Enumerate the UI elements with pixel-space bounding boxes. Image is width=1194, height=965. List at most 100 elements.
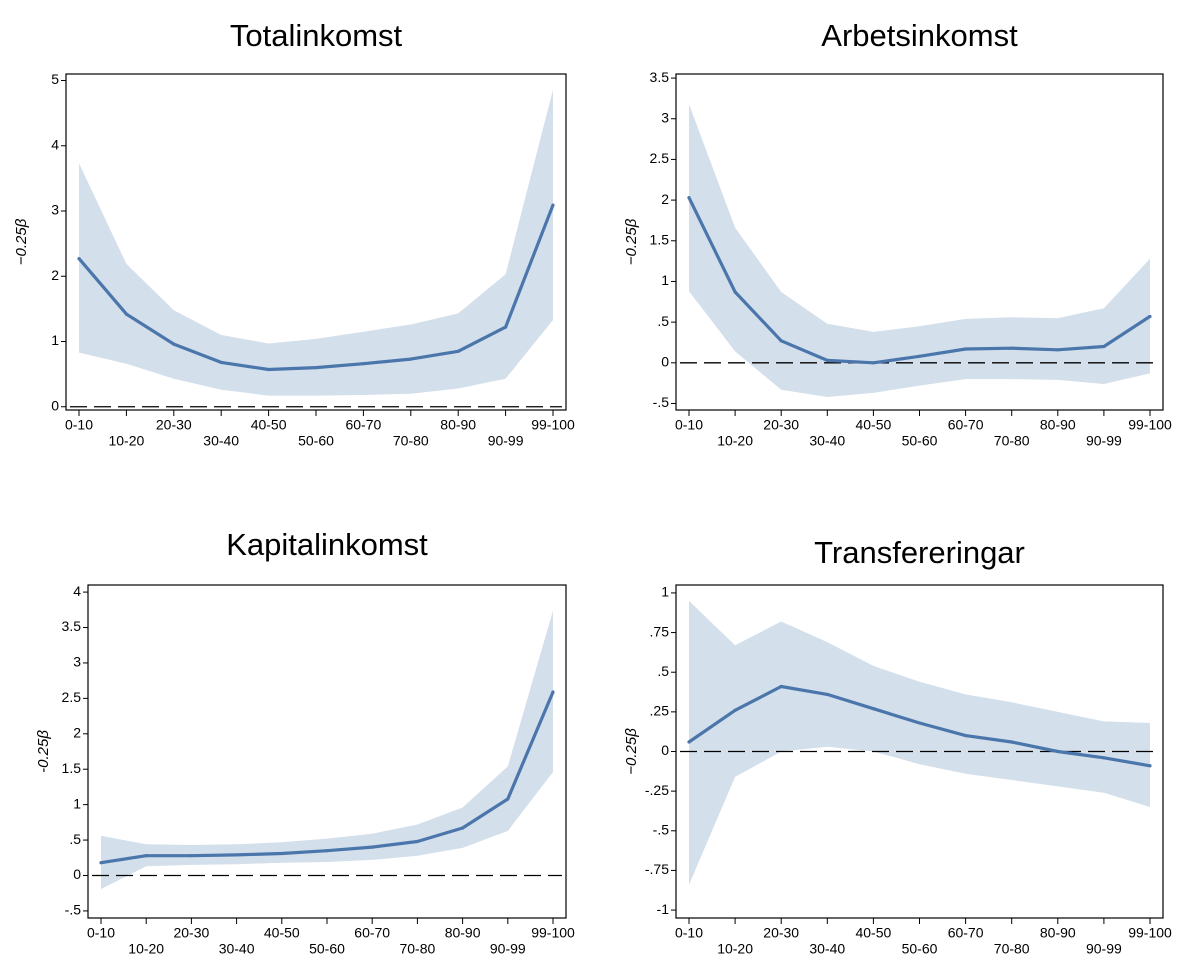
chart-2-confidence-band [689,104,1150,397]
chart-4-ytick-label: -.75 [645,861,669,877]
chart-2-title: Arbetsinkomst [821,18,1018,53]
chart-4-ytick-label: .25 [650,703,670,719]
chart-1-xtick-label: 60-70 [345,417,381,433]
chart-1-ytick-label: 1 [51,332,59,348]
chart-4-xtick-label: 40-50 [855,925,891,941]
chart-3-point-0-10 [99,861,103,865]
chart-3-point-50-60 [325,849,329,853]
chart-3-xtick-label: 70-80 [399,941,435,957]
chart-1-point-40-50 [267,367,271,372]
chart-4-point-99-100 [1148,764,1152,768]
chart-1-point-30-40 [219,360,223,364]
chart-3-confidence-band [101,610,553,889]
chart-3-xtick-label: 50-60 [309,941,345,957]
chart-4-ylabel: −0.25β [623,728,640,775]
chart-3-xtick-label: 80-90 [445,925,481,941]
chart-3-ytick-label: .5 [69,831,81,847]
chart-2-xtick-label: 70-80 [994,433,1030,449]
chart-2-point-99-100 [1148,314,1152,319]
chart-3-point-70-80 [415,839,419,844]
chart-3-ytick-label: 3 [73,654,81,670]
chart-4-xtick-label: 90-99 [1086,941,1122,957]
chart-3-point-40-50 [280,851,284,856]
chart-4-point-70-80 [1010,740,1014,744]
chart-2-point-70-80 [1010,346,1014,350]
chart-1-point-10-20 [124,312,128,316]
chart-4-ytick-label: -.25 [645,782,669,798]
chart-2-ytick-label: 1 [661,272,669,288]
chart-4-title: Transfereringar [814,535,1025,570]
chart-1-ytick-label: 0 [51,397,59,413]
chart-2-point-10-20 [733,290,737,294]
chart-4-ytick-label: 1 [661,584,669,600]
chart-3-point-99-100 [551,690,555,694]
chart-1-xtick-label: 80-90 [440,417,476,433]
chart-1-point-90-99 [504,325,508,329]
chart-3-xtick-label: 99-100 [531,925,575,941]
chart-2-ytick-label: -.5 [653,394,670,410]
chart-1-ytick-label: 2 [51,267,59,283]
chart-3-ytick-label: 1 [73,795,81,811]
chart-2-group: Arbetsinkomst -.5 0 .5 1 1.5 2 2.5 3 3.5 −0.25β 0-1… [623,18,1172,449]
chart-4-xtick-label: 20-30 [763,925,799,941]
chart-1-xtick-label: 30-40 [203,433,239,449]
chart-1-ytick-label: 5 [51,71,59,87]
chart-2-point-20-30 [779,339,783,343]
chart-1-xtick-label: 10-20 [108,433,144,449]
chart-2-xtick-label: 40-50 [855,417,891,433]
chart-2-xtick-label: 10-20 [717,433,753,449]
chart-2-xtick-label: 99-100 [1128,417,1172,433]
chart-2-ytick-label: 2 [661,191,669,207]
chart-2-xtick-label: 0-10 [675,417,703,433]
chart-4-point-30-40 [825,692,829,697]
chart-2-xtick-label: 90-99 [1086,433,1122,449]
chart-1-xtick-label: 90-99 [488,433,524,449]
chart-3-group: Kapitalinkomst -.5 0 .5 1 1.5 2 2.5 3 3.5 4 -0.25β 0… [35,527,575,957]
chart-2-point-40-50 [871,361,876,365]
chart-3-xtick-label: 90-99 [490,941,526,957]
chart-2-point-60-70 [964,347,968,351]
chart-3-point-90-99 [506,797,510,801]
chart-3-point-30-40 [235,853,239,857]
chart-3-ytick-label: 0 [73,866,81,882]
chart-1-confidence-band [79,89,553,396]
chart-2-ytick-label: 0 [661,354,669,370]
chart-2-xtick-label: 80-90 [1040,417,1076,433]
chart-4-xtick-label: 10-20 [717,941,753,957]
chart-2-ytick-label: 3 [661,109,669,125]
chart-4-point-60-70 [964,734,968,738]
chart-3-xtick-label: 20-30 [173,925,209,941]
chart-2-xtick-label: 60-70 [948,417,984,433]
chart-1-title: Totalinkomst [230,18,403,53]
chart-4-xtick-label: 80-90 [1040,925,1076,941]
chart-1-xtick-label: 70-80 [393,433,429,449]
chart-4-ytick-label: .75 [650,623,670,639]
chart-3-ytick-label: 1.5 [62,760,82,776]
chart-2-point-30-40 [825,358,829,362]
chart-4-point-90-99 [1102,756,1106,760]
chart-3-xtick-label: 40-50 [264,925,300,941]
chart-4-xtick-label: 50-60 [902,941,938,957]
chart-4-ytick-label: .5 [657,663,669,679]
chart-1-point-0-10 [77,257,81,261]
chart-1-point-60-70 [361,362,365,366]
chart-1-ytick-label: 3 [51,202,59,218]
chart-1-xtick-label: 20-30 [156,417,192,433]
chart-2-ylabel: −0.25β [623,218,640,265]
chart-3-point-60-70 [370,845,374,849]
chart-1-point-99-100 [551,203,555,207]
chart-4-ytick-label: -.5 [653,821,670,837]
chart-1-ylabel: −0.25β [13,218,30,265]
chart-2-point-50-60 [917,354,922,358]
chart-3-ylabel: -0.25β [35,730,52,773]
chart-4-xtick-label: 30-40 [809,941,845,957]
chart-1-group: Totalinkomst 0 1 2 3 4 5 −0.25β 0-10 10-20 20-30 30… [13,18,575,449]
chart-4-confidence-band [689,600,1150,885]
chart-3-ytick-label: 2.5 [62,689,82,705]
chart-3-ytick-label: 4 [73,583,81,599]
chart-3-xtick-label: 30-40 [219,941,255,957]
chart-1-xtick-label: 0-10 [65,417,93,433]
chart-3-ytick-label: 3.5 [62,618,82,634]
chart-4-point-40-50 [871,707,876,711]
chart-4-group: Transfereringar -1 -.75 -.5 -.25 0 .25 .5 .75 1 −0… [623,535,1172,957]
